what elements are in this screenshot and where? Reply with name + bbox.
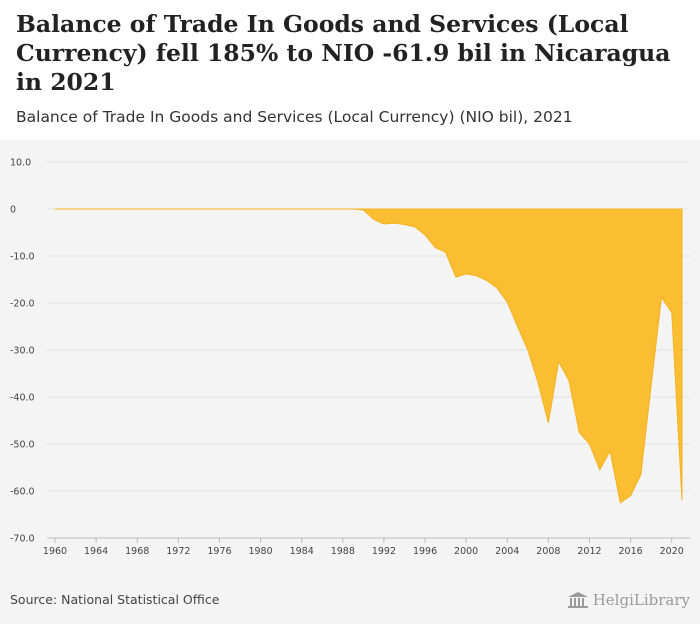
x-tick-label: 1996	[413, 546, 437, 557]
x-tick-label: 1964	[84, 546, 108, 557]
data-point[interactable]	[62, 206, 68, 212]
data-point[interactable]	[638, 472, 644, 478]
data-point[interactable]	[319, 206, 325, 212]
chart-title: Balance of Trade In Goods and Services (…	[16, 10, 671, 96]
data-point[interactable]	[114, 206, 120, 212]
area-series	[52, 206, 685, 506]
data-point[interactable]	[237, 206, 243, 212]
data-point[interactable]	[196, 206, 202, 212]
x-tick-label: 2000	[454, 546, 478, 557]
data-point[interactable]	[586, 441, 592, 447]
data-point[interactable]	[288, 206, 294, 212]
x-tick-label: 2016	[619, 546, 643, 557]
data-point[interactable]	[463, 271, 469, 277]
library-building-icon	[567, 592, 588, 608]
data-point[interactable]	[525, 347, 531, 353]
x-tick-label: 1992	[372, 546, 396, 557]
data-point[interactable]	[658, 294, 664, 300]
data-point[interactable]	[371, 216, 377, 222]
y-axis-ticks: 10.0 0 -10.0 -20.0 -30.0 -40.0 -50.0 -60.0 -70.0	[10, 158, 35, 545]
data-point[interactable]	[350, 206, 356, 212]
data-point[interactable]	[93, 206, 99, 212]
source-note: Source: National Statistical Office	[10, 592, 220, 607]
area-chart: 10.0 0 -10.0 -20.0 -30.0 -40.0 -50.0 -60.0 -70.0…	[10, 158, 690, 557]
data-point[interactable]	[628, 493, 634, 499]
data-point[interactable]	[494, 285, 500, 291]
y-tick-label: -40.0	[10, 393, 35, 404]
y-tick-label: -60.0	[10, 487, 35, 498]
x-tick-label: 2020	[660, 546, 684, 557]
data-point[interactable]	[535, 380, 541, 386]
data-point[interactable]	[669, 309, 675, 315]
helgilibrary-logo[interactable]: HelgiLibrary	[567, 589, 690, 611]
data-point[interactable]	[453, 274, 459, 280]
data-point[interactable]	[83, 206, 89, 212]
y-tick-label: 0	[10, 205, 16, 216]
data-point[interactable]	[391, 220, 397, 226]
y-tick-label: -20.0	[10, 299, 35, 310]
data-point[interactable]	[165, 206, 171, 212]
x-tick-label: 1980	[248, 546, 272, 557]
x-axis-ticks: 1960 1964 1968 1972 1976 1980 1984 1988 1992 1996…	[43, 538, 684, 557]
data-point[interactable]	[309, 206, 315, 212]
data-point[interactable]	[566, 378, 572, 384]
x-tick-label: 1988	[331, 546, 355, 557]
data-point[interactable]	[206, 206, 212, 212]
data-point[interactable]	[597, 467, 603, 473]
area-fill	[55, 208, 683, 504]
data-point[interactable]	[412, 224, 418, 230]
data-point[interactable]	[432, 245, 438, 251]
data-point[interactable]	[401, 222, 407, 228]
data-point[interactable]	[134, 206, 140, 212]
data-point[interactable]	[52, 206, 58, 212]
x-tick-label: 1984	[290, 546, 314, 557]
data-point[interactable]	[124, 206, 130, 212]
y-tick-label: -50.0	[10, 440, 35, 451]
data-point[interactable]	[145, 206, 151, 212]
data-point[interactable]	[381, 221, 387, 227]
y-tick-label: -30.0	[10, 346, 35, 357]
data-point[interactable]	[103, 206, 109, 212]
data-point[interactable]	[648, 382, 654, 388]
data-point[interactable]	[216, 206, 222, 212]
data-point[interactable]	[258, 206, 264, 212]
chart-subtitle: Balance of Trade In Goods and Services (…	[16, 108, 573, 126]
x-tick-label: 2008	[536, 546, 560, 557]
x-tick-label: 1976	[207, 546, 231, 557]
data-point[interactable]	[278, 206, 284, 212]
data-point[interactable]	[679, 497, 685, 503]
data-point[interactable]	[330, 206, 336, 212]
data-point[interactable]	[607, 448, 613, 454]
data-point[interactable]	[545, 420, 551, 426]
x-tick-label: 1972	[166, 546, 190, 557]
data-point[interactable]	[268, 206, 274, 212]
data-point[interactable]	[299, 206, 305, 212]
logo-text: HelgiLibrary	[592, 591, 690, 609]
data-point[interactable]	[360, 207, 366, 213]
data-point[interactable]	[504, 299, 510, 305]
x-tick-label: 1968	[125, 546, 149, 557]
data-point[interactable]	[227, 206, 233, 212]
data-point[interactable]	[175, 206, 181, 212]
x-tick-label: 2012	[577, 546, 601, 557]
x-tick-label: 2004	[495, 546, 519, 557]
data-point[interactable]	[484, 277, 490, 283]
data-point[interactable]	[515, 324, 521, 330]
x-tick-label: 1960	[43, 546, 67, 557]
data-point[interactable]	[340, 206, 346, 212]
data-point[interactable]	[186, 206, 192, 212]
data-point[interactable]	[576, 429, 582, 435]
y-tick-label: -70.0	[10, 534, 35, 545]
header: Balance of Trade In Goods and Services (…	[0, 0, 700, 140]
data-point[interactable]	[556, 359, 562, 365]
data-point[interactable]	[473, 273, 479, 279]
data-point[interactable]	[73, 206, 79, 212]
y-tick-label: -10.0	[10, 252, 35, 263]
data-point[interactable]	[247, 206, 253, 212]
data-point[interactable]	[617, 500, 623, 506]
data-point[interactable]	[443, 249, 449, 255]
y-tick-label: 10.0	[10, 158, 31, 169]
data-point[interactable]	[422, 232, 428, 238]
data-point[interactable]	[155, 206, 161, 212]
